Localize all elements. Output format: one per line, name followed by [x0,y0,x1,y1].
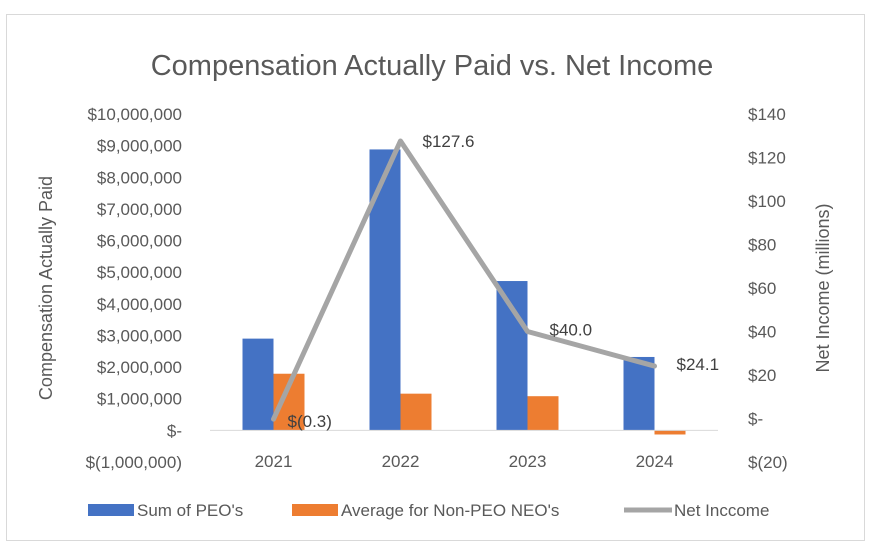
bar-peo-2023 [496,281,528,431]
net-income-data-label-2023: $40.0 [550,321,593,340]
bar-non-peo-2023 [527,396,559,431]
legend-label: Net Inccome [674,501,769,520]
bar-peo-2021 [242,338,274,431]
category-label-2021: 2021 [255,452,293,471]
right-tick-label: $140 [748,105,786,124]
legend-label: Sum of PEO's [137,501,243,520]
right-tick-label: $120 [748,149,786,168]
data-labels: $(0.3) $127.6 $40.0 $24.1 [288,132,720,431]
left-tick-label: $1,000,000 [97,390,182,409]
left-tick-label: $10,000,000 [87,105,182,124]
bar-peo-2022 [369,149,401,431]
net-income-data-label-2024: $24.1 [677,355,720,374]
bar-non-peo-2024 [654,430,686,435]
chart-title: Compensation Actually Paid vs. Net Incom… [151,50,714,82]
category-label-2022: 2022 [382,452,420,471]
bar-non-peo-2022 [400,393,432,431]
right-tick-label: $(20) [748,453,788,472]
left-tick-label: $8,000,000 [97,168,182,187]
left-tick-label: $5,000,000 [97,263,182,282]
legend-label: Average for Non-PEO NEO's [341,501,559,520]
legend-swatch [292,504,338,516]
right-tick-label: $- [748,410,763,429]
right-tick-labels: $(20) $- $20 $40 $60 $80 $100 $120 $140 [748,105,788,472]
category-label-2024: 2024 [636,452,674,471]
right-tick-label: $100 [748,192,786,211]
legend-item-peo: Sum of PEO's [88,501,243,520]
right-tick-label: $40 [748,323,776,342]
y-right-axis-label: Net Income (millions) [813,203,833,372]
legend: Sum of PEO's Average for Non-PEO NEO's Net… [88,501,769,520]
left-tick-label: $4,000,000 [97,295,182,314]
left-tick-label: $9,000,000 [97,137,182,156]
category-labels: 2021 2022 2023 2024 [255,452,674,471]
left-tick-labels: $(1,000,000) $- $1,000,000 $2,000,000 $3,000… [86,105,182,472]
left-tick-label: $(1,000,000) [86,453,182,472]
left-tick-label: $- [167,421,182,440]
right-tick-label: $20 [748,366,776,385]
chart-frame [6,14,865,541]
left-tick-label: $3,000,000 [97,326,182,345]
left-tick-label: $7,000,000 [97,200,182,219]
legend-item-net-income: Net Inccome [624,501,769,520]
net-income-data-label-2021: $(0.3) [288,412,332,431]
right-tick-label: $80 [748,236,776,255]
legend-swatch [88,504,134,516]
line-layer [271,138,657,422]
legend-item-non-peo: Average for Non-PEO NEO's [292,501,559,520]
left-tick-label: $2,000,000 [97,358,182,377]
y-left-axis-label: Compensation Actually Paid [36,176,56,400]
right-tick-label: $60 [748,279,776,298]
category-label-2023: 2023 [509,452,547,471]
bars-layer [242,149,686,435]
net-income-data-label-2022: $127.6 [423,132,475,151]
left-tick-label: $6,000,000 [97,232,182,251]
net-income-line [271,138,657,422]
bar-peo-2024 [623,356,655,431]
